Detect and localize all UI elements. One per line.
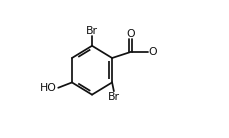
Text: Br: Br <box>108 92 120 102</box>
Text: O: O <box>148 47 157 57</box>
Text: O: O <box>126 29 135 39</box>
Text: Br: Br <box>86 26 98 36</box>
Text: HO: HO <box>40 83 57 93</box>
